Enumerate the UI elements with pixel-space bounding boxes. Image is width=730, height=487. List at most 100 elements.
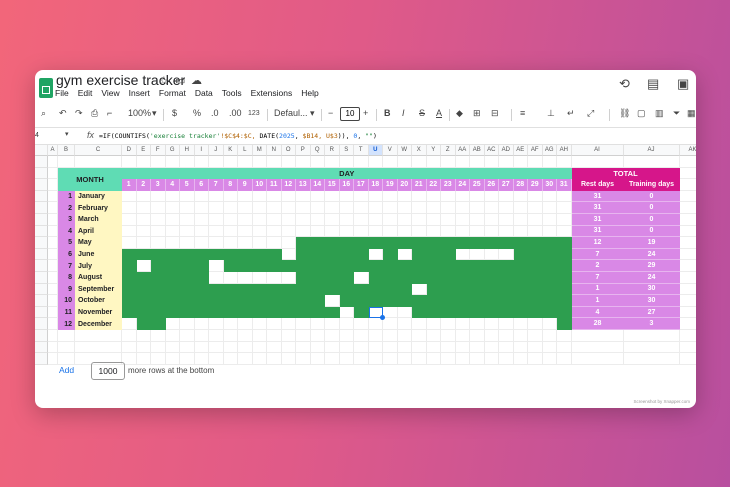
select-all-corner[interactable] <box>35 145 48 156</box>
rest-day-cell[interactable] <box>513 190 528 203</box>
rest-day-cell[interactable] <box>426 202 441 214</box>
rest-day-cell[interactable] <box>180 318 195 330</box>
more-formats-button[interactable]: 123 <box>248 110 260 117</box>
training-day-cell[interactable] <box>499 272 514 284</box>
training-day-cell[interactable] <box>325 237 340 249</box>
rest-day-cell[interactable] <box>354 202 369 214</box>
column-header[interactable]: H <box>180 145 195 156</box>
rest-day-cell[interactable] <box>470 318 485 330</box>
currency-format-button[interactable]: $ <box>172 108 178 118</box>
training-day-cell[interactable] <box>470 260 485 272</box>
rest-day-cell[interactable] <box>499 190 514 203</box>
rest-day-cell[interactable] <box>267 190 282 203</box>
rest-day-cell[interactable] <box>122 202 137 214</box>
row-header[interactable] <box>35 318 48 330</box>
rest-day-cell[interactable] <box>122 318 137 330</box>
increase-decimal-button[interactable]: .00 <box>229 108 242 118</box>
rest-day-cell[interactable] <box>267 214 282 226</box>
history-icon[interactable]: ⟲ <box>619 76 630 91</box>
rest-day-cell[interactable] <box>412 214 427 226</box>
rest-day-cell[interactable] <box>354 272 369 284</box>
column-header[interactable]: L <box>238 145 253 156</box>
rest-day-cell[interactable] <box>412 318 427 330</box>
rest-day-cell[interactable] <box>412 283 427 296</box>
rest-day-cell[interactable] <box>223 318 238 330</box>
training-day-cell[interactable] <box>484 260 499 272</box>
rest-day-cell[interactable] <box>513 214 528 226</box>
rest-day-cell[interactable] <box>165 202 180 214</box>
row-header[interactable] <box>35 214 48 226</box>
rest-day-cell[interactable] <box>194 214 209 226</box>
training-day-cell[interactable] <box>354 237 369 249</box>
training-day-cell[interactable] <box>354 306 369 319</box>
column-header[interactable]: Y <box>426 145 441 156</box>
training-day-cell[interactable] <box>281 295 296 307</box>
column-header[interactable]: AC <box>484 145 499 156</box>
rest-day-cell[interactable] <box>281 202 296 214</box>
rest-day-cell[interactable] <box>151 237 166 249</box>
font-select[interactable]: Defaul... <box>274 108 308 118</box>
rest-day-cell[interactable] <box>252 202 267 214</box>
training-day-cell[interactable] <box>368 237 383 249</box>
rest-day-cell[interactable] <box>252 237 267 249</box>
borders-icon[interactable]: ⊞ <box>473 108 481 118</box>
rest-day-cell[interactable] <box>209 318 224 330</box>
training-day-cell[interactable] <box>557 306 572 319</box>
rest-day-cell[interactable] <box>528 225 543 238</box>
training-day-cell[interactable] <box>455 306 470 319</box>
rest-day-cell[interactable] <box>499 225 514 238</box>
menu-format[interactable]: Format <box>158 88 186 98</box>
training-day-cell[interactable] <box>412 260 427 272</box>
training-day-cell[interactable] <box>557 272 572 284</box>
training-day-cell[interactable] <box>165 260 180 272</box>
row-header[interactable] <box>35 283 48 296</box>
rest-day-cell[interactable] <box>339 318 354 330</box>
training-day-cell[interactable] <box>528 237 543 249</box>
redo-icon[interactable]: ↷ <box>75 108 83 118</box>
rest-day-cell[interactable] <box>354 214 369 226</box>
rest-day-cell[interactable] <box>499 214 514 226</box>
rest-day-cell[interactable] <box>542 214 557 226</box>
training-day-cell[interactable] <box>136 295 151 307</box>
rest-day-cell[interactable] <box>122 237 137 249</box>
column-header[interactable]: P <box>296 145 311 156</box>
column-header[interactable]: W <box>397 145 412 156</box>
training-day-cell[interactable] <box>470 295 485 307</box>
training-day-cell[interactable] <box>151 295 166 307</box>
training-day-cell[interactable] <box>557 237 572 249</box>
training-day-cell[interactable] <box>194 260 209 272</box>
rest-day-cell[interactable] <box>557 190 572 203</box>
rest-day-cell[interactable] <box>484 318 499 330</box>
rest-day-cell[interactable] <box>426 214 441 226</box>
row-header[interactable] <box>35 272 48 284</box>
rest-day-cell[interactable] <box>455 318 470 330</box>
rest-day-cell[interactable] <box>252 190 267 203</box>
row-header[interactable] <box>35 306 48 319</box>
rest-day-cell[interactable] <box>238 272 253 284</box>
rest-day-cell[interactable] <box>194 318 209 330</box>
rest-day-cell[interactable] <box>281 225 296 238</box>
bold-button[interactable]: B <box>384 108 391 118</box>
training-day-cell[interactable] <box>209 295 224 307</box>
training-day-cell[interactable] <box>267 283 282 296</box>
training-day-cell[interactable] <box>267 260 282 272</box>
rest-day-cell[interactable] <box>296 190 311 203</box>
rest-day-cell[interactable] <box>397 306 412 319</box>
rest-day-cell[interactable] <box>441 225 456 238</box>
rest-day-cell[interactable] <box>165 214 180 226</box>
rest-day-cell[interactable] <box>455 214 470 226</box>
paint-format-icon[interactable]: ⌐ <box>107 108 113 118</box>
rest-day-cell[interactable] <box>354 225 369 238</box>
training-day-cell[interactable] <box>136 248 151 261</box>
training-day-cell[interactable] <box>281 283 296 296</box>
rest-day-cell[interactable] <box>180 190 195 203</box>
rest-day-cell[interactable] <box>281 190 296 203</box>
training-day-cell[interactable] <box>397 260 412 272</box>
decrease-font-size-button[interactable]: − <box>328 108 334 118</box>
training-day-cell[interactable] <box>325 272 340 284</box>
training-day-cell[interactable] <box>238 295 253 307</box>
row-header[interactable] <box>35 237 48 249</box>
rest-day-cell[interactable] <box>513 318 528 330</box>
menu-edit[interactable]: Edit <box>77 88 93 98</box>
training-day-cell[interactable] <box>194 306 209 319</box>
